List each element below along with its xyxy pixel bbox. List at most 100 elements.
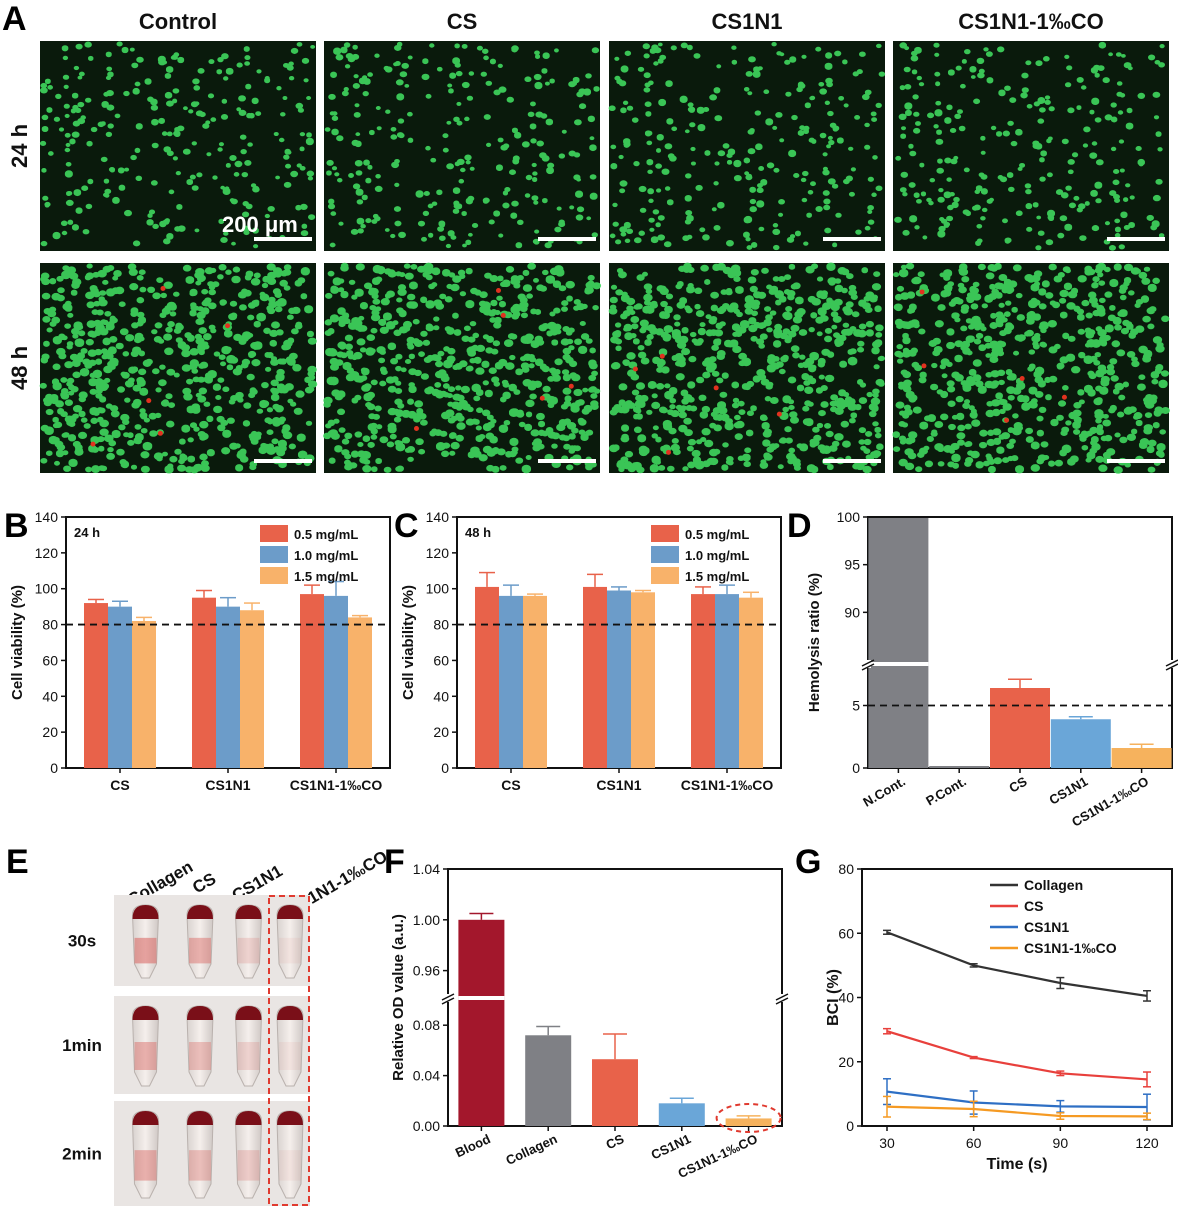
- x-tick-label: P.Cont.: [923, 774, 968, 809]
- y-tick-label: 0: [50, 760, 58, 776]
- scale-bar: [1107, 459, 1165, 463]
- tube: [131, 1005, 160, 1087]
- scale-bar: [823, 237, 881, 241]
- dead-cell: [157, 430, 163, 436]
- liquid: [237, 937, 260, 964]
- y-tick-label: 5: [852, 698, 860, 714]
- tube: [186, 904, 214, 979]
- tube-row-label: 2min: [62, 1145, 102, 1164]
- legend-swatch: [651, 525, 679, 542]
- x-tick-label: CS1N1: [596, 777, 641, 793]
- dead-cell: [539, 395, 545, 401]
- dead-cell: [666, 449, 672, 455]
- micrograph-row-label: 48 h: [7, 346, 32, 390]
- chart-title: 48 h: [465, 525, 491, 540]
- live-cells: [39, 41, 316, 249]
- axis-break-mark: [775, 997, 789, 1005]
- panel-b-chart: 0 20 40 60 80 100 120 140 Cell viability (%) 24 h…: [9, 509, 391, 793]
- y-tick-label: 1.00: [413, 912, 440, 928]
- axis-break-mask: [1169, 660, 1175, 668]
- legend-label: 1.0 mg/mL: [294, 548, 358, 563]
- series-line: [886, 1030, 1148, 1081]
- tube-body: [276, 904, 304, 979]
- x-tick-label: CS: [1006, 773, 1029, 795]
- bar: [1111, 748, 1172, 768]
- series-line: [886, 1090, 1148, 1109]
- live-cells: [323, 262, 602, 474]
- bar: [84, 603, 108, 768]
- panel-g-letter: G: [795, 843, 821, 881]
- x-tick-label: 90: [1053, 1135, 1069, 1151]
- legend-swatch: [651, 567, 679, 584]
- axis-break-mask: [865, 660, 871, 668]
- y-tick-label: 60: [433, 652, 449, 668]
- panel-d-chart: 0 5 90 95 100 Hemolysis ratio (%) N.Cont. P.Con…: [806, 509, 1178, 830]
- bar: [1050, 719, 1111, 768]
- legend-swatch: [260, 567, 288, 584]
- tube-body: [186, 1005, 214, 1087]
- bar: [691, 594, 715, 768]
- tube-body: [234, 1005, 263, 1087]
- highlight-circle: [715, 1103, 782, 1133]
- bar: [990, 688, 1050, 768]
- bar: [592, 1059, 638, 1126]
- y-tick-label: 100: [35, 581, 59, 597]
- scale-bar: [538, 237, 596, 241]
- blood-clot: [235, 1111, 262, 1125]
- tube-body: [186, 904, 214, 979]
- scale-bar: [823, 459, 881, 463]
- axis-break-mark: [1165, 663, 1178, 671]
- blood-clot: [235, 1006, 262, 1020]
- y-tick-label: 140: [426, 509, 450, 525]
- x-tick-label: 60: [966, 1135, 982, 1151]
- dead-cell: [1003, 417, 1009, 423]
- micrograph-column-label: CS1N1-1‰CO: [958, 9, 1103, 34]
- bar: [739, 597, 763, 768]
- tube-row-label: 1min: [62, 1036, 102, 1055]
- tube-body: [186, 1110, 214, 1199]
- y-tick-label: 120: [426, 545, 450, 561]
- chart-title: 24 h: [74, 525, 100, 540]
- dead-cell: [225, 323, 231, 329]
- dead-cell: [495, 288, 501, 294]
- bar: [607, 590, 631, 768]
- bar: [631, 592, 655, 768]
- panel-d-letter: D: [787, 507, 812, 545]
- x-tick-label: 30: [879, 1135, 895, 1151]
- micrograph-24h-2: [608, 41, 886, 251]
- axis-break-mark: [861, 659, 875, 667]
- live-cells: [608, 41, 886, 251]
- tube: [131, 1110, 160, 1199]
- dead-cell: [776, 411, 782, 417]
- tube-body: [131, 1110, 160, 1199]
- axis-break-mark: [1165, 659, 1178, 667]
- legend-label: CS: [1024, 898, 1043, 914]
- liquid: [237, 1042, 260, 1070]
- dead-cell: [413, 426, 419, 432]
- blood-clot: [187, 1111, 213, 1125]
- bar: [300, 594, 324, 768]
- panel-b-letter: B: [4, 507, 29, 545]
- legend-swatch: [260, 546, 288, 563]
- tube-body: [276, 1110, 304, 1199]
- dead-cell: [90, 441, 96, 447]
- liquid: [189, 937, 211, 964]
- liquid: [237, 1150, 260, 1181]
- panel-g-chart: 0 20 40 60 80 30 60 90 120 Time (s) BCI (%) Collage…: [825, 861, 1173, 1173]
- plot-frame: [861, 868, 1173, 1127]
- y-tick-label: 20: [433, 724, 449, 740]
- blood-clot: [277, 1006, 303, 1020]
- tube: [131, 904, 160, 979]
- x-tick-label: CS1N1: [649, 1131, 693, 1162]
- micrograph-24h-0: [39, 41, 316, 251]
- y-tick-label: 40: [433, 688, 449, 704]
- live-cells: [608, 262, 885, 474]
- tube-row-label: 30s: [68, 932, 96, 951]
- legend-label: 0.5 mg/mL: [685, 527, 749, 542]
- y-tick-label: 95: [844, 557, 860, 573]
- y-tick-label: 100: [426, 581, 450, 597]
- bar: [658, 1103, 705, 1126]
- legend-label: CS1N1: [1024, 919, 1069, 935]
